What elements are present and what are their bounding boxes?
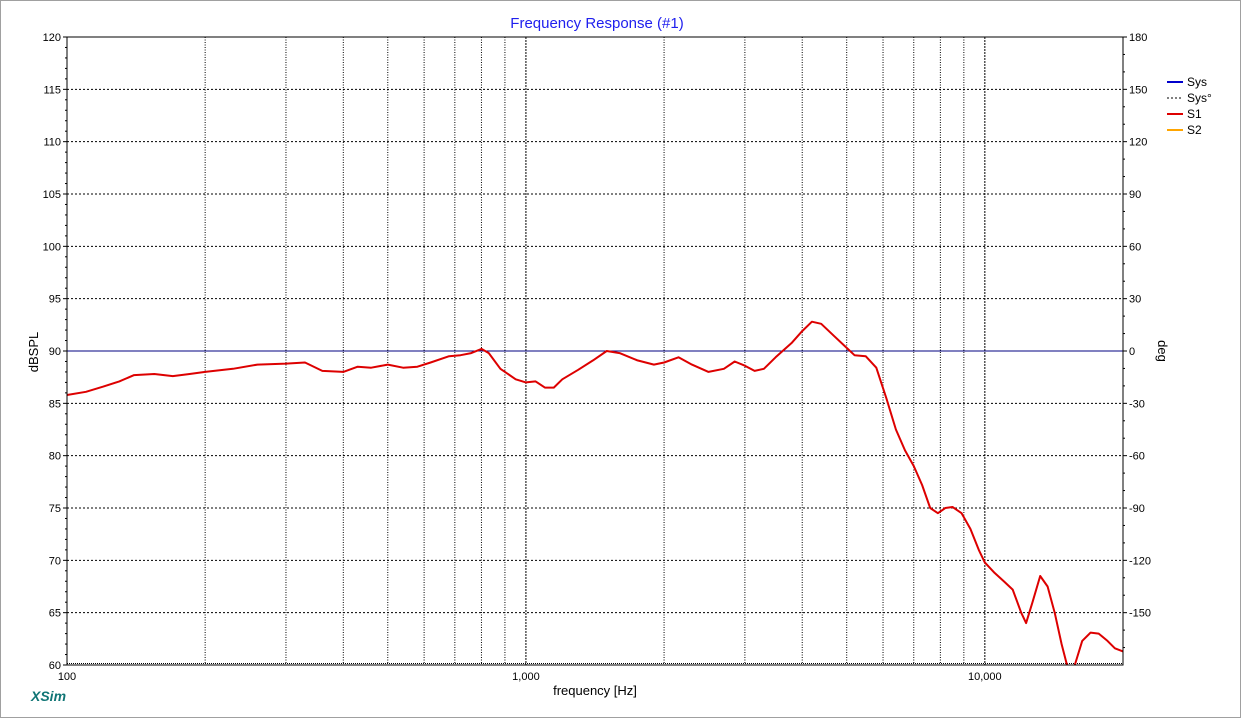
- y2-tick-label: -30: [1129, 398, 1145, 410]
- y-tick-labels: 60 65 70 75 80 85 90 95 100 105 110 115 120: [43, 32, 67, 672]
- legend-label-s2: S2: [1187, 123, 1202, 137]
- y-tick-label: 80: [49, 451, 61, 463]
- y-tick-label: 100: [43, 241, 61, 253]
- chart-title: Frequency Response (#1): [510, 15, 683, 32]
- y2-tick-label: 30: [1129, 294, 1141, 306]
- legend-label-sys-phase: Sys°: [1187, 91, 1212, 105]
- x-tick-label: 10,000: [968, 671, 1002, 683]
- y-tick-label: 60: [49, 660, 61, 672]
- y2-tick-labels: -150 -120 -90 -60 -30 0 30 60 90 120 150 180: [1123, 32, 1151, 649]
- y-tick-label: 65: [49, 608, 61, 620]
- x-axis-label: frequency [Hz]: [553, 683, 637, 698]
- y-tick-label: 75: [49, 503, 61, 515]
- y2-tick-label: -90: [1129, 503, 1145, 515]
- x-tick-label: 1,000: [512, 671, 540, 683]
- y2-tick-label: 120: [1129, 137, 1147, 149]
- y2-axis-label: deg: [1155, 340, 1170, 362]
- y-tick-label: 120: [43, 32, 61, 44]
- y-tick-label: 110: [43, 137, 61, 149]
- y2-tick-label: -120: [1129, 555, 1151, 567]
- y-tick-label: 105: [43, 189, 61, 201]
- legend-label-s1: S1: [1187, 107, 1202, 121]
- y2-tick-label: -60: [1129, 451, 1145, 463]
- legend-label-sys: Sys: [1187, 75, 1207, 89]
- y2-tick-label: -150: [1129, 608, 1151, 620]
- legend: Sys Sys° S1 S2: [1167, 75, 1212, 137]
- y2-tick-label: 150: [1129, 84, 1147, 96]
- y2-tick-label: 90: [1129, 189, 1141, 201]
- y-tick-label: 115: [43, 84, 61, 96]
- y2-tick-label: 180: [1129, 32, 1147, 44]
- y-tick-label: 70: [49, 555, 61, 567]
- x-tick-label: 100: [58, 671, 76, 683]
- series-line-s1: [66, 320, 1068, 666]
- y-axis-label: dBSPL: [26, 332, 41, 372]
- x-tick-labels: 100 1,000 10,000: [58, 671, 1002, 683]
- y-tick-label: 85: [49, 398, 61, 410]
- series-group: [66, 320, 1124, 666]
- y-tick-label: 90: [49, 346, 61, 358]
- series-line-s1: [1073, 631, 1124, 666]
- y2-tick-label: 60: [1129, 241, 1141, 253]
- y-tick-label: 95: [49, 294, 61, 306]
- y2-tick-label: 0: [1129, 346, 1135, 358]
- xsim-logo: XSim: [30, 688, 66, 704]
